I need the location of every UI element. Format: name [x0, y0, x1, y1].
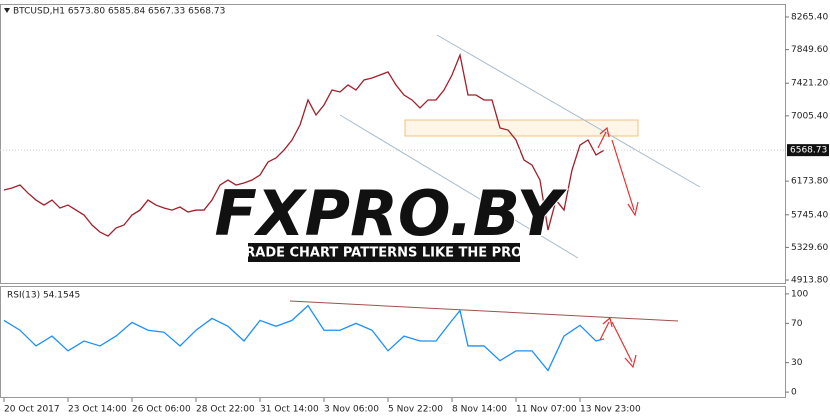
x-tick-label: 3 Nov 06:00: [324, 405, 379, 415]
arrows: [597, 126, 639, 369]
arrow: [611, 139, 639, 217]
x-tick-label: 23 Oct 14:00: [68, 405, 127, 415]
x-tick-label: 28 Oct 22:00: [196, 405, 255, 415]
resistance-zone: [404, 119, 639, 137]
channel-line: [436, 34, 701, 188]
y-tick-label: 8265.40: [791, 12, 828, 22]
x-tick-label: 20 Oct 2017: [4, 405, 60, 415]
x-tick-label: 26 Oct 06:00: [132, 405, 191, 415]
last-price-label: 6568.73: [790, 146, 827, 156]
y-tick-label: 5745.40: [791, 210, 828, 220]
price-panel: [0, 4, 786, 284]
collapse-icon: [4, 8, 10, 13]
watermark-logo: FXPRO.BY: [215, 177, 568, 250]
y-tick-label: 7849.60: [791, 45, 828, 55]
price-title: BTCUSD,H1 6573.80 6585.84 6567.33 6568.7…: [13, 7, 225, 17]
x-tick-label: 13 Nov 23:00: [580, 405, 641, 415]
channel-line: [339, 114, 579, 259]
x-tick-label: 8 Nov 14:00: [452, 405, 507, 415]
rsi-title: RSI(13) 54.1545: [7, 291, 80, 301]
y-tick-label: 30: [791, 358, 803, 368]
y-tick-label: 100: [791, 289, 808, 299]
y-tick-label: 4913.80: [791, 276, 828, 286]
last-price-box: [787, 144, 829, 157]
x-tick-label: 11 Nov 07:00: [516, 405, 577, 415]
rsi-panel: [0, 286, 786, 398]
watermark-tagline: TRADE CHART PATTERNS LIKE THE PROS: [236, 246, 531, 261]
watermark-banner: [248, 243, 520, 262]
watermark: FXPRO.BY TRADE CHART PATTERNS LIKE THE P…: [214, 176, 569, 262]
y-tick-label: 6173.80: [791, 177, 828, 187]
series-line: [3, 304, 605, 372]
arrow: [597, 126, 610, 149]
y-tick-label: 70: [791, 319, 803, 329]
x-tick-label: 5 Nov 22:00: [388, 405, 443, 415]
x-tick-label: 31 Oct 14:00: [260, 405, 319, 415]
series-line: [3, 52, 605, 237]
y-tick-label: 7421.20: [791, 79, 828, 89]
y-tick-label: 5329.60: [791, 243, 828, 253]
y-tick-label: 0: [791, 388, 797, 398]
arrow: [599, 316, 613, 341]
arrow: [611, 321, 637, 369]
y-tick-label: 7005.40: [791, 111, 828, 121]
rsi-trendline: [289, 300, 679, 322]
